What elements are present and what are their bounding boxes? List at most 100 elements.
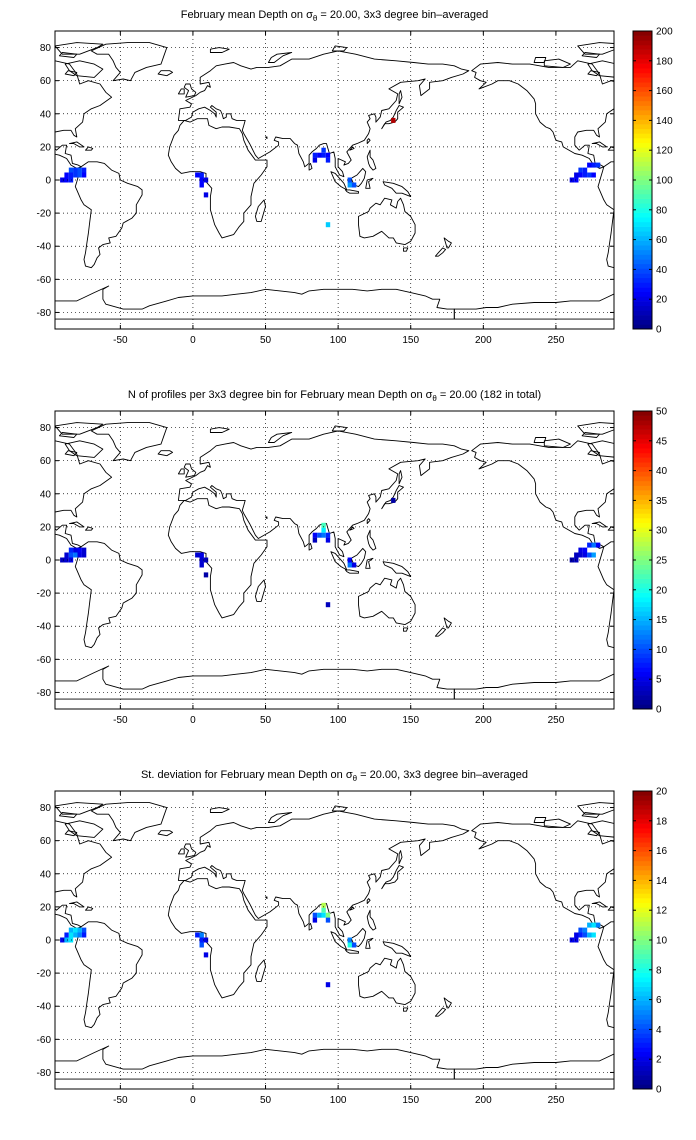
data-cell [73,552,78,558]
madagascar-coastline [254,959,266,982]
baffin-island-coastline [587,440,614,458]
data-cell [81,552,87,558]
data-cell [77,932,82,938]
colorbar-tick-label: 20 [656,585,668,596]
ellesmere-coastline [577,802,614,815]
y-tick-label: -40 [37,242,52,253]
data-cell [321,527,326,533]
x-tick-label: 200 [475,715,492,726]
sulawesi-coastline [365,557,374,569]
southampton-coastline [587,450,600,457]
y-tick-label: 0 [45,936,51,947]
novaya-zemlya-coastline [267,812,293,823]
new-guinea-coastline [382,181,412,198]
baffin-island-coastline [64,440,104,458]
x-tick-label: 250 [548,1095,565,1106]
data-cell [595,542,601,548]
sri-lanka-coastline [308,922,313,931]
y-tick-label: 40 [40,489,52,500]
data-cell [587,542,592,548]
colorbar-tick-label: 120 [656,146,673,157]
data-cell [347,562,352,568]
data-cell [347,937,352,943]
java-coastline [344,949,359,954]
x-tick-label: -50 [113,715,128,726]
data-cell [347,557,352,563]
philippines-coastline [366,909,377,931]
north-america-coastline [471,820,614,929]
data-cell [587,552,592,558]
south-america-coastline [74,541,143,649]
ellesmere-coastline [577,42,614,55]
greenland-coastline [90,802,168,842]
data-cell [591,162,596,168]
data-cell [60,177,65,183]
data-cell [312,157,318,163]
data-cell [317,152,322,158]
x-tick-label: 0 [190,335,196,346]
data-cell [77,552,82,558]
data-cell [574,172,579,178]
data-cell [574,557,579,563]
colorbar-tick-label: 12 [656,906,668,917]
y-tick-label: -40 [37,1002,52,1013]
panel-title: St. deviation for February mean Depth on… [141,769,528,783]
colorbar-tick-label: 10 [656,936,668,947]
south-america-coastline [74,921,143,1029]
data-cell [351,182,357,188]
antarctica-coastline [55,285,455,320]
colorbar-tick-label: 14 [656,876,668,887]
ellesmere-coastline [55,802,104,815]
victoria-island-coastline [22,439,48,447]
hispaniola-coastline [607,526,614,531]
baffin-island-coastline [587,60,614,78]
tasmania-coastline [403,627,409,632]
banks-island-coastline [533,817,547,823]
new-zealand-south-coastline [434,247,447,257]
colorbar-tick-label: 8 [656,965,662,976]
north-america-coastline [471,60,614,169]
data-cell [68,932,74,938]
new-zealand-north-coastline [443,617,452,629]
africa-coastline [167,498,268,619]
grid [55,411,614,709]
y-tick-label: 80 [40,803,52,814]
map-panel-2: N of profiles per 3x3 degree bin for Feb… [11,389,668,726]
taiwan-coastline [366,898,371,905]
cuba-coastline [591,141,608,148]
australia-coastline [358,957,416,1006]
colorbar: 0 5 10 15 20 25 30 35 40 45 50 [632,407,668,716]
y-tick-label: 80 [40,423,52,434]
y-tick-label: 0 [45,176,51,187]
victoria-island-coastline [22,59,48,67]
colorbar-tick-label: 25 [656,556,668,567]
banks-island-coastline [533,57,547,63]
southampton-coastline [587,70,600,77]
data-cell [591,552,596,558]
colorbar-tick-label: 0 [656,705,662,716]
banks-island-coastline [11,438,23,443]
data-cell [199,932,204,938]
southampton-coastline [587,830,600,837]
colorbar-tick-label: 18 [656,816,668,827]
devon-coastline [58,52,78,58]
colorbar-tick-label: 0 [656,325,662,336]
data-cell [199,942,204,948]
data-cell [578,547,583,553]
data-cell [199,172,204,178]
data-cell [578,927,583,933]
philippines-coastline [366,149,377,171]
y-tick-label: 0 [45,556,51,567]
data-cell [68,927,74,933]
y-tick-label: 60 [40,456,52,467]
greenland-coastline [90,42,168,82]
data-cell [321,907,326,913]
antarctica-coastline [453,1053,614,1080]
colorbar-tick-label: 15 [656,615,668,626]
data-cell [325,532,331,538]
colorbar-tick-label: 180 [656,56,673,67]
banks-island-coastline [533,437,547,443]
x-tick-label: 100 [330,715,347,726]
data-cell [574,177,579,183]
